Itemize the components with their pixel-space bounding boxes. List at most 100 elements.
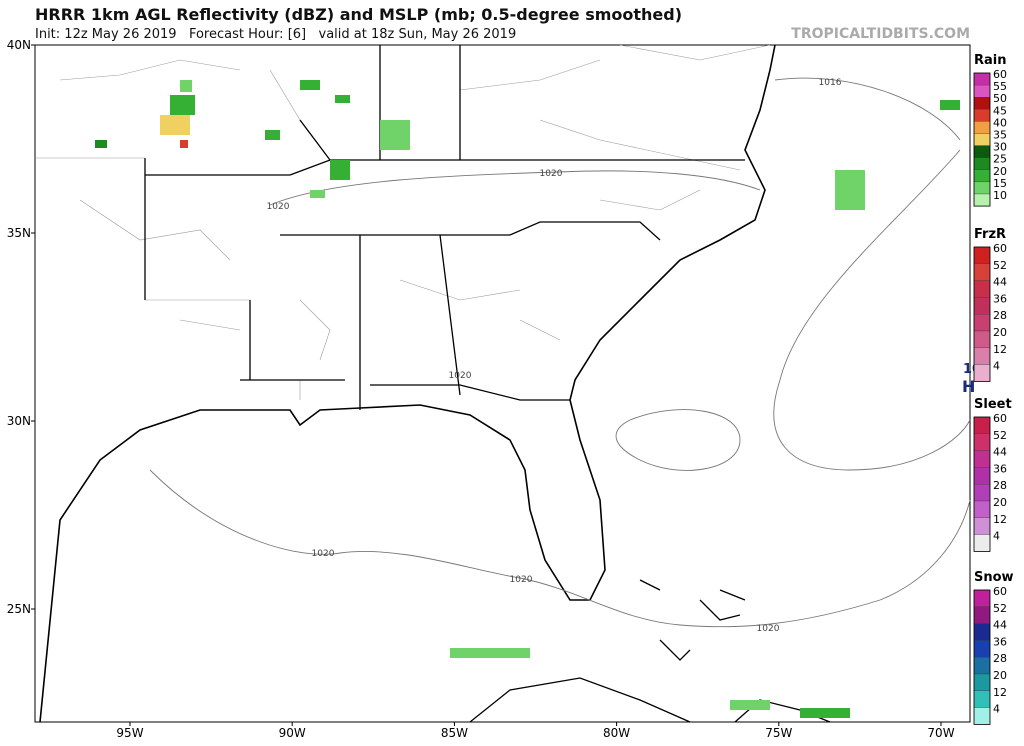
legend-level: 36 bbox=[993, 292, 1007, 305]
legend-swatch bbox=[973, 673, 991, 691]
legend-level: 28 bbox=[993, 309, 1007, 322]
legend-level: 44 bbox=[993, 276, 1007, 289]
lon-label: 75W bbox=[765, 726, 792, 740]
legend-level: 12 bbox=[993, 343, 1007, 356]
legend-level: 50 bbox=[993, 92, 1007, 105]
title: HRRR 1km AGL Reflectivity (dBZ) and MSLP… bbox=[35, 5, 682, 24]
legend-swatch bbox=[973, 72, 991, 86]
lat-label: 35N bbox=[7, 226, 31, 240]
legend-level: 30 bbox=[993, 141, 1007, 154]
legend-swatch bbox=[973, 109, 991, 122]
precip bbox=[95, 80, 960, 718]
legend-swatch bbox=[973, 690, 991, 708]
legend-swatch bbox=[973, 517, 991, 535]
legend-level: 20 bbox=[993, 165, 1007, 178]
legend-level: 60 bbox=[993, 242, 1007, 255]
legend-swatch bbox=[973, 467, 991, 485]
legend-swatch bbox=[973, 500, 991, 518]
legend-frame bbox=[973, 246, 991, 382]
legend-swatch bbox=[973, 133, 991, 146]
legend-level: 60 bbox=[993, 68, 1007, 81]
legend-swatch bbox=[973, 297, 991, 315]
legend-level: 20 bbox=[993, 669, 1007, 682]
legend-swatch bbox=[973, 181, 991, 195]
lon-label: 90W bbox=[279, 726, 306, 740]
legend-frame bbox=[973, 416, 991, 552]
legend-swatch bbox=[973, 145, 991, 158]
legend-level: 44 bbox=[993, 619, 1007, 632]
legend-swatch bbox=[973, 534, 991, 552]
legend-swatch bbox=[973, 157, 991, 170]
contour-label: 1020 bbox=[757, 624, 780, 634]
legend-swatch bbox=[973, 280, 991, 298]
legend-swatch bbox=[973, 121, 991, 134]
legend-swatch bbox=[973, 657, 991, 675]
legend-level: 4 bbox=[993, 360, 1000, 373]
legend-level: 45 bbox=[993, 104, 1007, 117]
legend-swatch bbox=[973, 450, 991, 468]
legend-level: 28 bbox=[993, 652, 1007, 665]
legend-swatch bbox=[973, 347, 991, 365]
brand: TROPICALTIDBITS.COM bbox=[791, 26, 970, 42]
legend-level: 52 bbox=[993, 259, 1007, 272]
legend-swatch bbox=[973, 623, 991, 641]
legend-level: 60 bbox=[993, 412, 1007, 425]
legend-level: 55 bbox=[993, 80, 1007, 93]
contour-label: 1020 bbox=[312, 549, 335, 559]
legend-level: 36 bbox=[993, 635, 1007, 648]
legend-level: 10 bbox=[993, 189, 1007, 202]
legend-level: 52 bbox=[993, 602, 1007, 615]
legend-level: 52 bbox=[993, 429, 1007, 442]
isobar-labels: 1016 1020 1020 1020 1020 1020 1020 bbox=[267, 78, 842, 634]
contour-label: 1020 bbox=[540, 169, 563, 179]
lon-label: 70W bbox=[927, 726, 954, 740]
legend-level: 12 bbox=[993, 686, 1007, 699]
coastline bbox=[39, 44, 776, 723]
legend-swatch bbox=[973, 193, 991, 207]
lat-labels: 40N 35N 30N 25N bbox=[7, 38, 35, 616]
legend-swatch bbox=[973, 169, 991, 183]
legend-level: 25 bbox=[993, 153, 1007, 166]
legend-swatch bbox=[973, 484, 991, 502]
legend-frame bbox=[973, 72, 991, 207]
legends: Rain6055504540353025201510FrzR6052443628… bbox=[973, 53, 1014, 725]
lon-label: 85W bbox=[441, 726, 468, 740]
isobars bbox=[149, 77, 971, 628]
legend-swatch bbox=[973, 330, 991, 348]
legend-swatch bbox=[973, 589, 991, 607]
lat-label: 30N bbox=[7, 414, 31, 428]
legend-level: 20 bbox=[993, 326, 1007, 339]
legend-swatch bbox=[973, 97, 991, 110]
legend-swatch bbox=[973, 84, 991, 98]
lon-label: 80W bbox=[603, 726, 630, 740]
legend-swatch bbox=[973, 263, 991, 281]
legend-title: Sleet bbox=[974, 397, 1012, 412]
lon-label: 95W bbox=[116, 726, 143, 740]
lat-label: 25N bbox=[7, 602, 31, 616]
legend-frame bbox=[973, 589, 991, 725]
contour-label: 1020 bbox=[267, 202, 290, 212]
legend-title: Snow bbox=[974, 570, 1014, 585]
legend-level: 4 bbox=[993, 703, 1000, 716]
legend-level: 44 bbox=[993, 446, 1007, 459]
legend-level: 15 bbox=[993, 177, 1007, 190]
legend-level: 12 bbox=[993, 513, 1007, 526]
legend-title: Rain bbox=[974, 53, 1007, 68]
legend-level: 4 bbox=[993, 530, 1000, 543]
legend-level: 35 bbox=[993, 129, 1007, 142]
legend-level: 40 bbox=[993, 116, 1007, 129]
legend-swatch bbox=[973, 606, 991, 624]
legend-swatch bbox=[973, 416, 991, 434]
legend-level: 20 bbox=[993, 496, 1007, 509]
contour-label: 1020 bbox=[510, 575, 533, 585]
legend-swatch bbox=[973, 640, 991, 658]
subtitle: Init: 12z May 26 2019 Forecast Hour: [6]… bbox=[35, 27, 516, 42]
contour-label: 1016 bbox=[819, 78, 842, 88]
map: 1016 1020 1020 1020 1020 1020 1020 10 H … bbox=[7, 38, 981, 740]
high-label: H bbox=[962, 377, 975, 396]
lat-label: 40N bbox=[7, 38, 31, 52]
legend-swatch bbox=[973, 707, 991, 725]
map-frame bbox=[34, 44, 971, 723]
legend-swatch bbox=[973, 314, 991, 332]
